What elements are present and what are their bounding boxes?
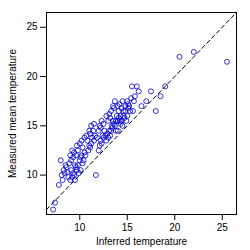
svg-text:15: 15 [122, 222, 134, 233]
svg-text:Measured mean temperature: Measured mean temperature [7, 49, 18, 178]
svg-text:20: 20 [26, 71, 38, 82]
svg-text:10: 10 [26, 169, 38, 180]
svg-text:25: 25 [26, 21, 38, 32]
svg-text:15: 15 [26, 120, 38, 131]
svg-text:Inferred temperature: Inferred temperature [96, 236, 188, 247]
svg-text:20: 20 [169, 222, 181, 233]
svg-text:25: 25 [217, 222, 229, 233]
svg-text:10: 10 [74, 222, 86, 233]
